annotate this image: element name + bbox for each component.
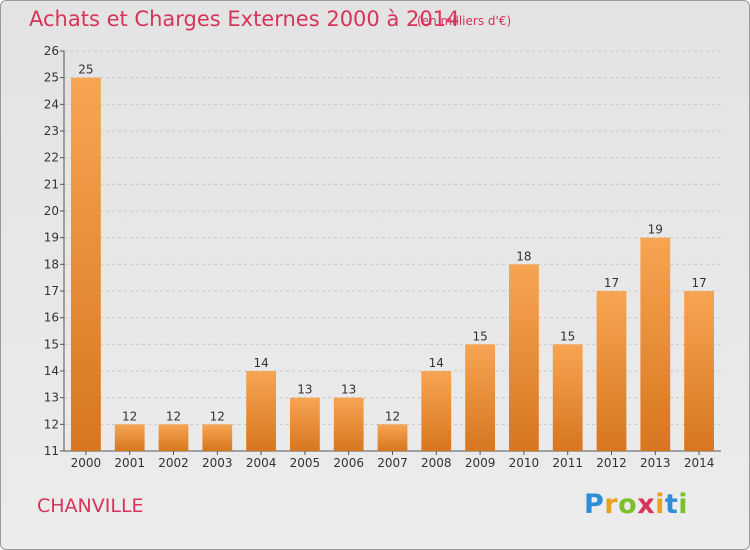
x-tick-label-2004: 2004 xyxy=(246,456,277,470)
bar-2009 xyxy=(465,344,495,451)
y-tick-label: 21 xyxy=(44,177,59,191)
bar-2013 xyxy=(640,237,671,451)
bar-2007 xyxy=(377,424,408,451)
x-tick-label-2009: 2009 xyxy=(465,456,496,470)
x-tick-label-2002: 2002 xyxy=(158,456,189,470)
y-tick-label: 13 xyxy=(44,391,59,405)
x-tick-label-2014: 2014 xyxy=(684,456,715,470)
y-tick-label: 26 xyxy=(44,44,59,58)
value-labels: 25 12 12 12 14 13 13 12 14 15 18 15 17 19 17 xyxy=(78,63,706,424)
value-label-2008: 14 xyxy=(429,356,444,370)
value-label-2001: 12 xyxy=(122,409,137,423)
bar-2008 xyxy=(421,371,452,451)
x-tick-label-2012: 2012 xyxy=(596,456,627,470)
logo-letter: P xyxy=(584,489,605,520)
bar-2012 xyxy=(596,291,627,451)
x-tick-label-2007: 2007 xyxy=(377,456,408,470)
y-tick-label: 18 xyxy=(44,257,59,271)
y-tick-label: 14 xyxy=(44,364,59,378)
bar-2010 xyxy=(509,264,539,451)
bar-2005 xyxy=(290,397,320,451)
logo-letter: t xyxy=(664,489,679,520)
value-label-2014: 17 xyxy=(691,276,706,290)
value-label-2005: 13 xyxy=(297,383,312,397)
value-label-2002: 12 xyxy=(166,409,181,423)
bar-2003 xyxy=(202,424,233,451)
y-tick-label: 16 xyxy=(44,311,59,325)
bar-2006 xyxy=(333,397,364,451)
logo-letter: i xyxy=(655,489,665,520)
proxiti-logo[interactable]: Proxiti xyxy=(584,489,688,520)
value-label-2011: 15 xyxy=(560,329,575,343)
x-tick-label-2010: 2010 xyxy=(509,456,540,470)
x-tick-label-2000: 2000 xyxy=(71,456,102,470)
y-tick-label: 19 xyxy=(44,231,59,245)
x-tick-label-2006: 2006 xyxy=(333,456,364,470)
x-tick-label-2003: 2003 xyxy=(202,456,233,470)
logo-letter: o xyxy=(618,489,638,520)
x-tick-label-2005: 2005 xyxy=(290,456,321,470)
value-label-2010: 18 xyxy=(516,249,531,263)
logo-letter: i xyxy=(678,489,689,520)
value-label-2004: 14 xyxy=(253,356,268,370)
y-tick-label: 25 xyxy=(44,71,59,85)
y-tick-label: 22 xyxy=(44,151,59,165)
value-label-2006: 13 xyxy=(341,383,356,397)
y-tick-label: 20 xyxy=(44,204,59,218)
y-tick-label: 12 xyxy=(44,417,59,431)
value-label-2003: 12 xyxy=(210,409,225,423)
bar-2002 xyxy=(158,424,189,451)
chart-title: Achats et Charges Externes 2000 à 2014 xyxy=(29,7,460,31)
value-label-2009: 15 xyxy=(472,329,487,343)
value-label-2007: 12 xyxy=(385,409,400,423)
value-label-2012: 17 xyxy=(604,276,619,290)
x-tick-label-2008: 2008 xyxy=(421,456,452,470)
y-tick-label: 24 xyxy=(44,97,59,111)
bar-2011 xyxy=(552,344,583,451)
logo-letter: r xyxy=(604,489,619,520)
bar-2000 xyxy=(71,77,101,452)
chart-subtitle: (en milliers d'€) xyxy=(417,14,512,28)
bar-2004 xyxy=(246,371,276,451)
y-tick-label: 15 xyxy=(44,337,59,351)
x-tick-label-2001: 2001 xyxy=(114,456,145,470)
logo-letter: x xyxy=(637,489,656,520)
value-label-2000: 25 xyxy=(78,63,93,77)
y-tick-label: 23 xyxy=(44,124,59,138)
value-label-2013: 19 xyxy=(648,223,663,237)
y-tick-label: 17 xyxy=(44,284,59,298)
x-tick-label-2011: 2011 xyxy=(552,456,583,470)
bars xyxy=(71,77,714,452)
city-name: CHANVILLE xyxy=(37,495,144,517)
bar-2001 xyxy=(114,424,145,451)
y-tick-label: 11 xyxy=(44,444,59,458)
bar-2014 xyxy=(684,291,714,451)
x-tick-label-2013: 2013 xyxy=(640,456,671,470)
